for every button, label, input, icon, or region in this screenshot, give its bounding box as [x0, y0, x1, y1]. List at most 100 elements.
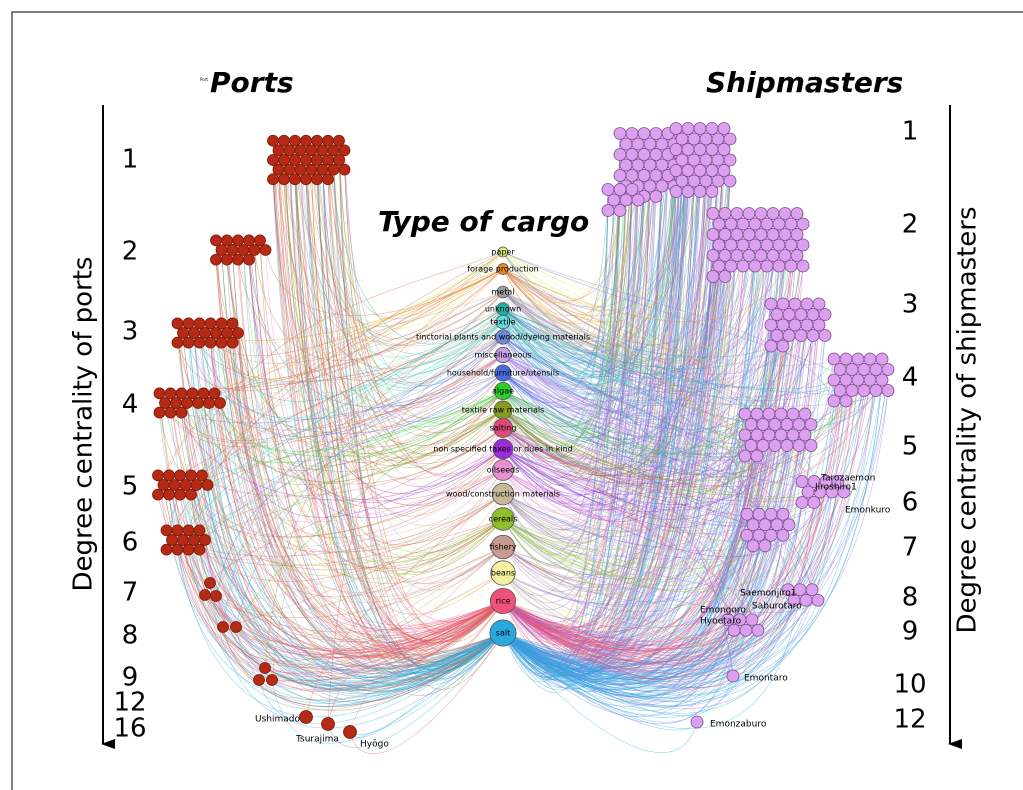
shipmaster-node	[762, 428, 776, 442]
edge	[221, 342, 504, 691]
shipmaster-node	[799, 593, 813, 607]
shipmaster-node	[782, 308, 796, 321]
shipmaster-node	[845, 363, 859, 376]
port-node	[327, 144, 340, 157]
edge	[265, 249, 504, 542]
shipmaster-node	[776, 318, 790, 332]
edge	[502, 143, 627, 445]
cargo-label: fishery	[489, 543, 516, 552]
shipmaster-node	[760, 238, 774, 252]
shipmaster-node	[794, 308, 808, 321]
edge	[502, 448, 821, 558]
edge	[322, 169, 504, 363]
shipmaster-node	[772, 238, 786, 252]
edge	[502, 268, 746, 415]
shipmaster-node	[613, 148, 627, 161]
edge	[502, 524, 790, 678]
edge	[502, 308, 815, 482]
shipmaster-node	[712, 259, 726, 273]
edge	[333, 169, 504, 375]
edge	[502, 572, 819, 637]
port-node	[171, 543, 184, 556]
edge	[502, 185, 639, 526]
shipmaster-node	[699, 153, 713, 167]
shipmaster-node	[796, 238, 810, 252]
cargo-label: metal	[492, 288, 515, 297]
shipmaster-node	[706, 207, 720, 220]
shipmaster-node	[796, 217, 810, 231]
shipmaster-node	[776, 507, 790, 521]
edge	[188, 549, 504, 662]
edge	[502, 413, 782, 509]
shipmaster-rank: 4	[902, 363, 919, 393]
port-node	[278, 173, 290, 186]
edge	[199, 549, 504, 656]
port-node	[243, 253, 255, 266]
shipmaster-rank: 7	[902, 533, 919, 563]
edge	[502, 545, 754, 672]
shipmaster-node	[851, 373, 865, 387]
shipmaster-node	[613, 204, 627, 217]
edge	[305, 469, 504, 718]
port-node	[254, 234, 266, 247]
edge	[226, 259, 504, 463]
edge	[502, 196, 645, 447]
shipmaster-node	[812, 318, 826, 332]
edge	[177, 342, 504, 577]
edge	[502, 128, 677, 596]
shipmaster-node	[795, 496, 809, 509]
edge	[193, 332, 504, 382]
shipmaster-node	[758, 518, 772, 532]
port-node	[210, 590, 222, 602]
shipmaster-node	[752, 507, 766, 521]
edge	[502, 336, 813, 590]
port-rank: 9	[122, 663, 139, 693]
shipmaster-node	[748, 238, 762, 252]
edge	[190, 494, 504, 670]
shipmaster-rank: 2	[902, 210, 919, 240]
edge	[214, 390, 504, 471]
port-node	[215, 336, 228, 349]
shipmaster-node	[827, 352, 841, 366]
nodes	[152, 122, 895, 739]
shipmaster-node	[863, 352, 877, 366]
shipmaster-node	[806, 329, 820, 342]
edge	[215, 546, 504, 618]
edge	[333, 150, 504, 316]
shipmaster-node	[675, 153, 689, 167]
edge	[502, 308, 853, 401]
edge	[502, 469, 741, 620]
port-node	[160, 543, 173, 556]
shipmaster-node	[693, 185, 707, 198]
edge	[203, 354, 504, 431]
shipmaster-node	[723, 174, 737, 188]
edge	[272, 179, 504, 428]
cargo-node	[490, 534, 516, 560]
port-node	[226, 317, 239, 330]
shipmasters-title: Shipmasters	[706, 66, 903, 99]
cargo-node	[494, 364, 512, 382]
shipmaster-node	[754, 228, 768, 241]
shipmaster-node	[804, 418, 818, 431]
port-node	[278, 154, 290, 166]
port-node	[174, 488, 186, 501]
shipmaster-node	[764, 318, 778, 332]
port-node	[338, 163, 351, 176]
shipmaster-node	[625, 148, 639, 161]
shipmaster-rank: 1	[902, 117, 919, 147]
edge	[502, 244, 780, 313]
edge	[502, 223, 744, 535]
shipmaster-node	[764, 528, 778, 542]
shipmaster-node	[776, 528, 790, 542]
edge	[502, 514, 760, 641]
edge	[502, 234, 738, 412]
shipmaster-node	[760, 259, 774, 273]
port-node	[152, 488, 164, 501]
edge	[502, 223, 732, 523]
edge	[502, 265, 720, 641]
shipmaster-node	[717, 122, 731, 135]
port-node	[179, 479, 192, 491]
edge	[327, 179, 504, 469]
port-node	[221, 253, 233, 266]
port-node	[327, 163, 340, 176]
